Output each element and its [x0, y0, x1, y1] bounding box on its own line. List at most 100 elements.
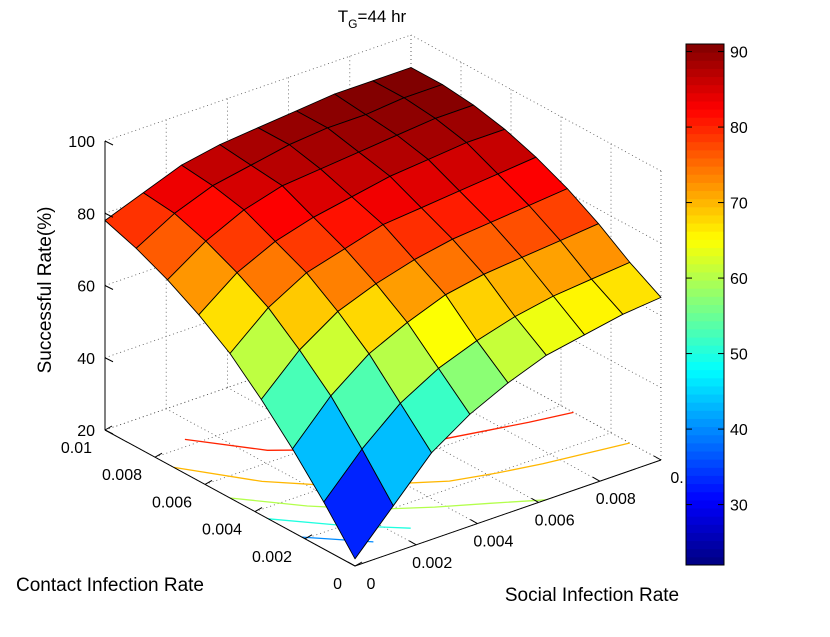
colorbar-segment	[686, 328, 724, 338]
colorbar-segment	[686, 239, 724, 249]
colorbar-segment	[686, 223, 724, 232]
colorbar-tick-label: 50	[730, 347, 748, 364]
x-tick-mark	[408, 540, 417, 546]
colorbar-segment	[686, 60, 724, 69]
colorbar-segment	[686, 92, 724, 102]
y-tick-mark	[304, 534, 313, 540]
contour-line	[173, 442, 630, 487]
colorbar-segment	[686, 320, 724, 330]
y-tick-label: 0.004	[202, 522, 242, 539]
x-tick-mark	[470, 519, 478, 525]
colorbar-segment	[686, 44, 724, 53]
z-tick-mark	[104, 429, 114, 435]
colorbar-segment	[686, 459, 724, 468]
colorbar-segment	[686, 361, 724, 371]
colorbar-segment	[686, 516, 724, 525]
z-tick-label: 80	[77, 206, 95, 223]
colorbar-tick-label: 60	[730, 271, 748, 288]
colorbar-frame	[685, 43, 725, 566]
colorbar-segment	[686, 508, 724, 517]
colorbar-segment	[686, 353, 724, 362]
x-tick-mark	[592, 476, 601, 482]
y-tick-mark	[154, 452, 163, 458]
colorbar-segment	[686, 491, 724, 501]
colorbar-segment	[686, 190, 724, 200]
surface-patch	[323, 448, 394, 560]
x-tick-mark	[653, 455, 662, 461]
colorbar-segment	[686, 556, 724, 566]
colorbar-segment	[686, 394, 724, 403]
colorbar-segment	[686, 149, 724, 159]
colorbar-segment	[686, 288, 724, 297]
z-tick-label: 40	[77, 351, 95, 368]
x-tick-label: 0.	[670, 470, 683, 487]
x-tick-label: 0.006	[535, 512, 575, 529]
colorbar-segment	[686, 117, 724, 126]
colorbar-segment	[686, 345, 724, 354]
y-tick-label: 0.01	[61, 440, 92, 457]
colorbar-segment	[686, 166, 724, 175]
z-tick-label: 20	[77, 423, 95, 440]
y-tick-label: 0.006	[152, 494, 192, 511]
colorbar-segment	[686, 271, 724, 281]
z-axis-label: Successful Rate(%)	[35, 207, 56, 374]
colorbar-segment	[686, 280, 724, 289]
x-axis-line	[354, 459, 662, 567]
title-main: T	[338, 7, 348, 26]
y-tick-label: 0.008	[102, 467, 142, 484]
colorbar-segment	[686, 68, 724, 78]
colorbar-segment	[686, 337, 724, 346]
colorbar-segment	[686, 263, 724, 273]
colorbar: 30 40 50 60 70 80 90	[685, 43, 748, 566]
colorbar-tick-label: 90	[730, 45, 748, 62]
z-tick-mark	[104, 285, 114, 290]
y-axis-label: Contact Infection Rate	[16, 575, 204, 596]
x-tick-label: 0	[367, 576, 376, 593]
colorbar-segment	[686, 483, 724, 493]
colorbar-segment	[686, 442, 724, 452]
colorbar-segment	[686, 426, 724, 436]
colorbar-segment	[686, 312, 724, 322]
z-tick-mark	[104, 357, 114, 363]
colorbar-segment	[686, 377, 724, 387]
colorbar-segment	[686, 524, 724, 533]
colorbar-segment	[686, 52, 724, 61]
colorbar-segment	[686, 125, 724, 135]
colorbar-segment	[686, 76, 724, 86]
colorbar-tick-label: 40	[730, 422, 748, 439]
colorbar-segment	[686, 418, 724, 428]
colorbar-segment	[686, 385, 724, 395]
y-tick-label: 0.002	[252, 549, 292, 566]
title-subscript: G	[348, 17, 357, 31]
colorbar-segment	[686, 206, 724, 216]
colorbar-segment	[686, 296, 724, 305]
x-tick-label: 0.008	[596, 491, 636, 508]
z-tick-label: 60	[77, 279, 95, 296]
z-tick-mark	[104, 140, 114, 146]
z-tick-label: 100	[68, 134, 95, 151]
colorbar-segment	[686, 304, 724, 314]
y-tick-label: 0	[333, 576, 342, 593]
y-tick-mark	[104, 425, 113, 431]
colorbar-segment	[686, 141, 724, 151]
surface	[104, 67, 662, 560]
x-axis-label: Social Infection Rate	[505, 585, 679, 606]
colorbar-segment	[686, 157, 724, 167]
x-tick-label: 0.002	[412, 555, 452, 572]
colorbar-segment	[686, 214, 724, 224]
y-tick-mark	[204, 479, 213, 485]
colorbar-segment	[686, 109, 724, 118]
axes	[104, 140, 662, 567]
x-tick-mark	[347, 561, 356, 567]
colorbar-segment	[686, 231, 724, 240]
colorbar-tick-label: 70	[730, 196, 748, 213]
colorbar-segment	[686, 174, 724, 183]
z-tick-mark	[104, 212, 114, 218]
x-tick-label: 0.004	[473, 534, 513, 551]
colorbar-segment	[686, 499, 724, 509]
colorbar-tick-label: 80	[730, 120, 748, 137]
colorbar-segment	[686, 475, 724, 485]
colorbar-segment	[686, 84, 724, 94]
colorbar-segment	[686, 402, 724, 411]
